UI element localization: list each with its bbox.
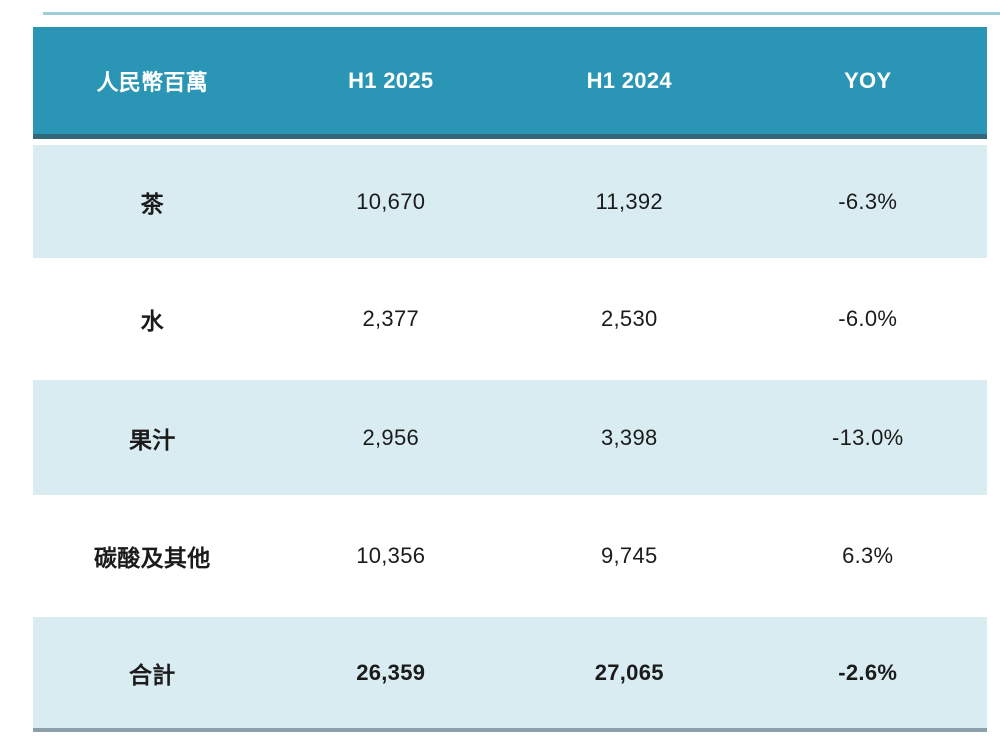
value-h1-2025: 10,356	[356, 543, 426, 568]
column-header-unit: 人民幣百萬	[96, 69, 208, 95]
table-header-row: 人民幣百萬 H1 2025 H1 2024 YOY	[33, 27, 987, 139]
table-row-juice: 果汁 2,956 3,398 -13.0%	[33, 380, 987, 495]
column-header-h1-2024: H1 2024	[586, 67, 672, 93]
row-label: 碳酸及其他	[94, 545, 211, 571]
table-row-water: 水 2,377 2,530 -6.0%	[33, 258, 987, 380]
table-row-carbonated-others: 碳酸及其他 10,356 9,745 6.3%	[33, 495, 987, 617]
value-yoy: -2.6%	[838, 659, 898, 685]
value-yoy: 6.3%	[842, 543, 894, 568]
value-yoy: -6.0%	[838, 306, 898, 331]
value-yoy: -13.0%	[831, 424, 904, 450]
value-h1-2024: 27,065	[594, 659, 664, 685]
column-header-h1-2025: H1 2025	[348, 67, 434, 93]
top-divider-line	[43, 12, 1000, 15]
value-h1-2024: 3,398	[600, 424, 658, 450]
value-h1-2025: 10,670	[356, 188, 426, 214]
value-h1-2025: 2,377	[362, 306, 420, 331]
table-row-tea: 茶 10,670 11,392 -6.3%	[33, 145, 987, 258]
value-h1-2024: 9,745	[600, 543, 658, 568]
row-label: 水	[140, 308, 164, 334]
row-label: 茶	[140, 190, 164, 217]
table-row-total: 合計 26,359 27,065 -2.6%	[33, 617, 987, 732]
row-label: 合計	[128, 661, 176, 688]
value-yoy: -6.3%	[838, 188, 898, 214]
value-h1-2024: 11,392	[595, 188, 663, 214]
value-h1-2025: 2,956	[362, 424, 420, 450]
row-label: 果汁	[128, 426, 176, 453]
revenue-by-category-table: 人民幣百萬 H1 2025 H1 2024 YOY 茶 10,670 11,39…	[33, 27, 987, 732]
column-header-yoy: YOY	[844, 67, 892, 93]
value-h1-2025: 26,359	[356, 659, 426, 685]
value-h1-2024: 2,530	[600, 306, 658, 331]
